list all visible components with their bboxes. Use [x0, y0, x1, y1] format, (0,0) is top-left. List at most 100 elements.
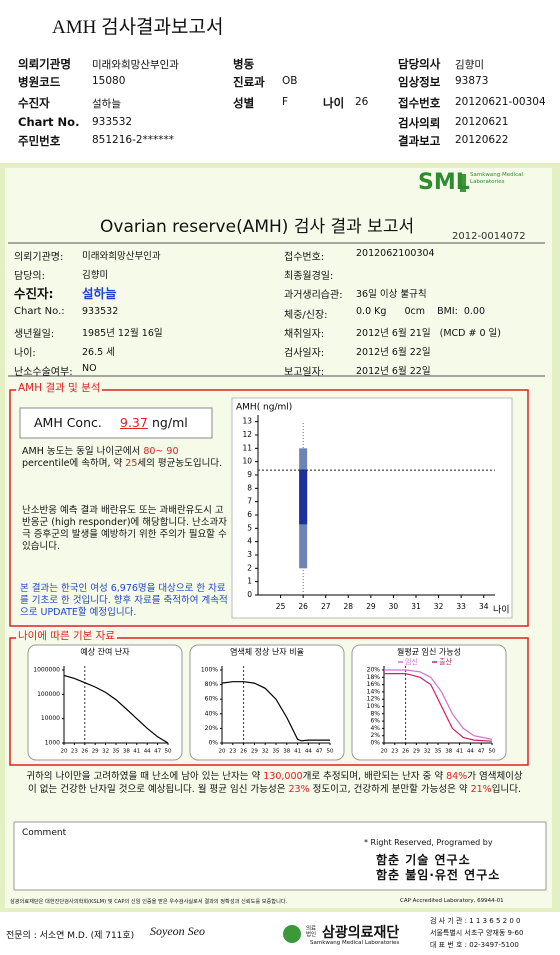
field-value: 15080 [92, 75, 126, 87]
x-tick-label: 38 [283, 749, 290, 755]
field-label: 담당의: [14, 271, 45, 282]
y-tick-label: 12 [242, 430, 252, 439]
y-tick-label: 20% [205, 725, 219, 732]
mini-chart-box [189, 644, 345, 761]
x-tick-label: 23 [229, 749, 236, 755]
y-tick-label: 1 [247, 577, 252, 586]
field-value: 2012년 6월 22일 [356, 366, 431, 377]
x-tick-label: 35 [273, 749, 280, 755]
field-value: 20120621-00304 [455, 96, 546, 108]
y-tick-label: 0% [370, 740, 380, 747]
x-tick-label: 47 [478, 749, 485, 755]
text-segment: 80~ 90 [143, 446, 179, 457]
logo-sub: Samkwang Medical Laboratories [470, 172, 524, 185]
line [384, 669, 493, 740]
x-tick-label: 20 [381, 749, 388, 755]
x-tick-label: 23 [71, 749, 78, 755]
text-segment: 25 [125, 458, 138, 469]
text-segment: 세의 평균농도입니다. [137, 458, 223, 469]
field-label: 체중/신장: [284, 310, 328, 321]
axis-label: AMH( ng/ml) [236, 403, 292, 413]
y-tick-label: 1000 [45, 740, 60, 747]
title: AMH 검사결과보고서 [52, 17, 224, 38]
x-tick-label: 32 [434, 602, 444, 611]
field-label: 접수번호: [284, 252, 325, 263]
institute: 함춘 기술 연구소 [376, 853, 471, 867]
field-label: 병원코드 [18, 75, 61, 89]
paragraph: AMH 농도는 동일 나이군에서 80~ 90 percentile에 속하며,… [22, 446, 227, 470]
field-label: Chart No.: [14, 306, 65, 317]
section-title: 나이에 따른 기본 자료 [16, 628, 117, 643]
mini-chart-title: 염색체 정상 난자 비율 [230, 647, 304, 657]
org-type: 의료법인 [306, 926, 317, 938]
y-tick-label: 8% [370, 710, 380, 717]
text-segment: 84% [446, 771, 468, 782]
y-tick-label: 10 [242, 457, 252, 466]
field-label: 보고일자: [284, 367, 325, 378]
y-tick-label: 2 [247, 563, 252, 572]
y-tick-label: 8 [247, 483, 252, 492]
paragraph: 난소반응 예측 결과 배란유도 또는 과배란유도시 고반응군 (high res… [22, 505, 227, 552]
x-tick-label: 26 [240, 749, 247, 755]
contact: 대 표 번 호 : 02-3497-5100 [430, 941, 519, 949]
comment-box [13, 821, 547, 891]
text-segment: 23% [288, 784, 310, 795]
summary: 귀하의 나이만을 고려하였을 때 난소에 남아 있는 난자는 약 130,000… [22, 770, 527, 796]
y-tick-label: 100000 [37, 691, 60, 698]
x-tick-label: 41 [133, 749, 140, 755]
x-tick-label: 41 [456, 749, 463, 755]
y-tick-label: 10% [367, 703, 381, 710]
conc-box [19, 407, 213, 439]
field-value: 20120621 [455, 116, 509, 128]
field-value: 93873 [455, 75, 489, 87]
text-segment: 입니다. [491, 784, 521, 795]
amh-box [9, 389, 529, 627]
conc-value: 9.37 [120, 415, 148, 430]
x-tick-label: 26 [402, 749, 409, 755]
text-segment: 귀하의 나이만을 고려하였을 때 난소에 남아 있는 난자는 약 [26, 771, 264, 782]
x-tick-label: 27 [321, 602, 331, 611]
field-label: 담당의사 [398, 57, 441, 71]
y-tick-label: 9 [247, 470, 252, 479]
y-tick-label: 5 [247, 523, 252, 532]
field-value: 김향미 [455, 59, 484, 71]
y-tick-label: 16% [367, 681, 381, 688]
contact: 검 사 기 관 : 1 1 3 6 5 2 0 0 [430, 917, 521, 925]
x-tick-label: 20 [61, 749, 68, 755]
field-label: Chart No. [18, 115, 80, 129]
legend-label: 임신 [405, 657, 418, 666]
x-tick-label: 29 [92, 749, 99, 755]
y-tick-label: 20% [367, 667, 381, 674]
x-tick-label: 26 [298, 602, 308, 611]
line [384, 673, 493, 742]
field-value: OB [282, 75, 298, 87]
mini-chart-box [27, 644, 183, 761]
x-tick-label: 32 [102, 749, 109, 755]
field-label: 최종월경일: [284, 271, 334, 282]
x-tick-label: 44 [305, 749, 312, 755]
field-value: 2012년 6월 21일 (MCD # 0 일) [356, 328, 501, 339]
text-segment: 가 염색체이상이 없는 건강한 난자일 것으로 예상됩니다. 월 평균 임신 가… [28, 771, 523, 795]
comment-label: Comment [22, 828, 67, 838]
field-value: 36일 이상 불규칙 [356, 289, 427, 300]
field-value: F [282, 96, 289, 108]
footer-band [0, 912, 560, 955]
x-tick-label: 47 [316, 749, 323, 755]
field-value: 설하늘 [92, 98, 121, 110]
field-label: 난소수술여부: [14, 367, 73, 378]
text-segment: percentile에 속하며, 약 [22, 458, 126, 469]
doctor: 전문의 : 서소연 M.D. (제 711호) [6, 931, 135, 941]
x-tick-label: 44 [144, 749, 151, 755]
x-tick-label: 29 [413, 749, 420, 755]
amh-chart-area [231, 397, 513, 619]
text-segment: 21% [470, 784, 492, 795]
x-tick-label: 50 [489, 749, 496, 755]
y-tick-label: 80% [205, 681, 219, 688]
x-tick-label: 32 [424, 749, 431, 755]
x-tick-label: 32 [262, 749, 269, 755]
section-title: AMH 결과 및 분석 [16, 380, 103, 395]
iqr-bar [299, 469, 308, 525]
field-value: 미래와희망산부인과 [92, 59, 179, 71]
field-value: 설하늘 [82, 286, 117, 301]
